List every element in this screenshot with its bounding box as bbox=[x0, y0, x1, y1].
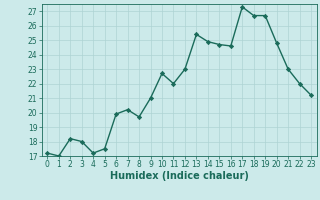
X-axis label: Humidex (Indice chaleur): Humidex (Indice chaleur) bbox=[110, 171, 249, 181]
